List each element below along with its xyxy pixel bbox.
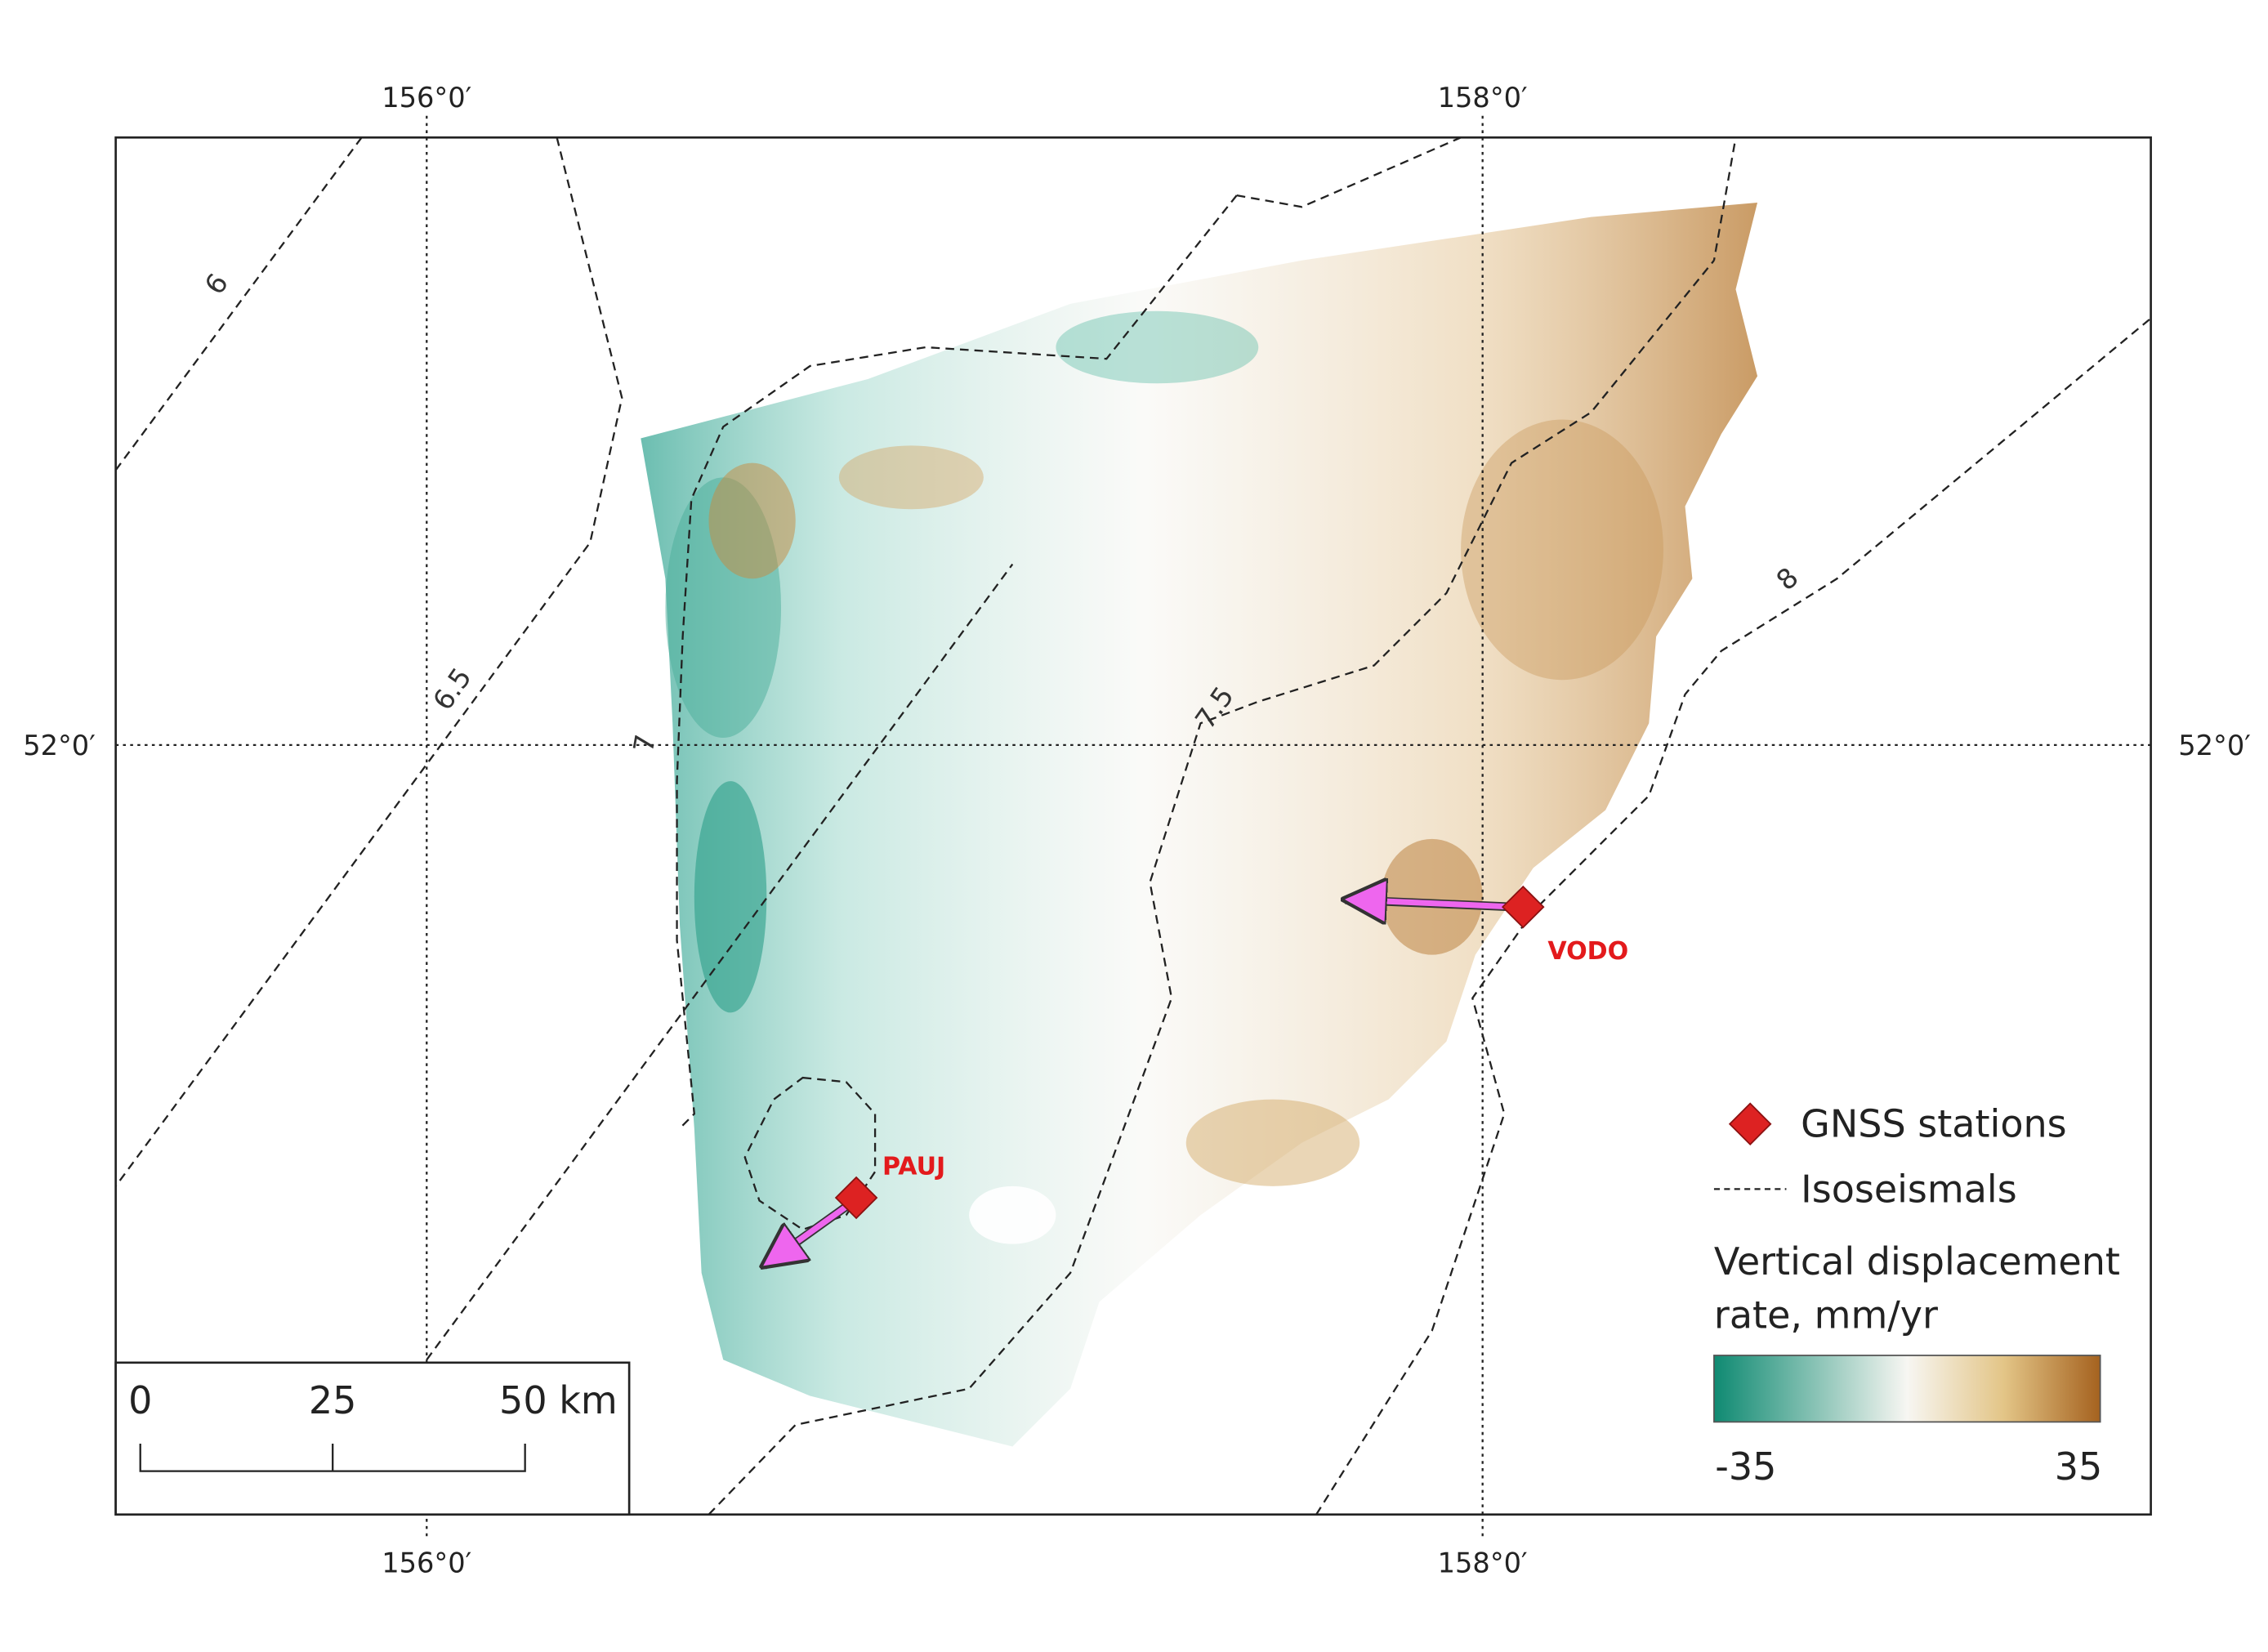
lon-label: 158°0′ <box>1438 1547 1528 1579</box>
station-marker <box>1501 885 1545 929</box>
station-label: PAUJ <box>882 1153 945 1181</box>
legend-label: Isoseismals <box>1801 1167 2017 1211</box>
scale-label: 0 <box>128 1378 152 1422</box>
isoseismal-label: 7 <box>627 732 662 755</box>
scale-label: 50 km <box>499 1378 618 1422</box>
lon-label: 156°0′ <box>382 82 471 114</box>
displacement-arrow <box>1352 900 1516 907</box>
station-label: VODO <box>1547 937 1628 966</box>
legend-label: GNSS stations <box>1801 1102 2066 1146</box>
colorbar-title: Vertical displacement <box>1714 1239 2120 1284</box>
scale-bar: 0 25 50 km <box>114 1361 631 1516</box>
lon-label: 158°0′ <box>1438 82 1528 114</box>
colorbar <box>1713 1355 2101 1423</box>
isoseismal-label: 8 <box>1770 561 1805 596</box>
displacement-field <box>641 202 1758 1447</box>
legend: GNSS stations Isoseismals Vertical displ… <box>1713 1102 2120 1489</box>
isoseismal-label: 6.5 <box>426 662 478 716</box>
scale-label: 25 <box>309 1378 357 1422</box>
colorbar-label: 35 <box>2055 1444 2103 1489</box>
station-marker <box>834 1176 878 1220</box>
colorbar-title: rate, mm/yr <box>1714 1293 1938 1337</box>
map-frame <box>114 136 2152 1516</box>
lat-label: 52°0′ <box>2178 730 2251 761</box>
graticule <box>115 115 2151 1537</box>
lon-label: 156°0′ <box>382 1547 471 1579</box>
colorbar-label: -35 <box>1715 1444 1776 1489</box>
displacement-arrow <box>770 1201 853 1261</box>
isoseismal-label: 6 <box>199 268 234 301</box>
isoseismal-lines <box>114 136 2152 1516</box>
lat-label: 52°0′ <box>23 730 96 761</box>
